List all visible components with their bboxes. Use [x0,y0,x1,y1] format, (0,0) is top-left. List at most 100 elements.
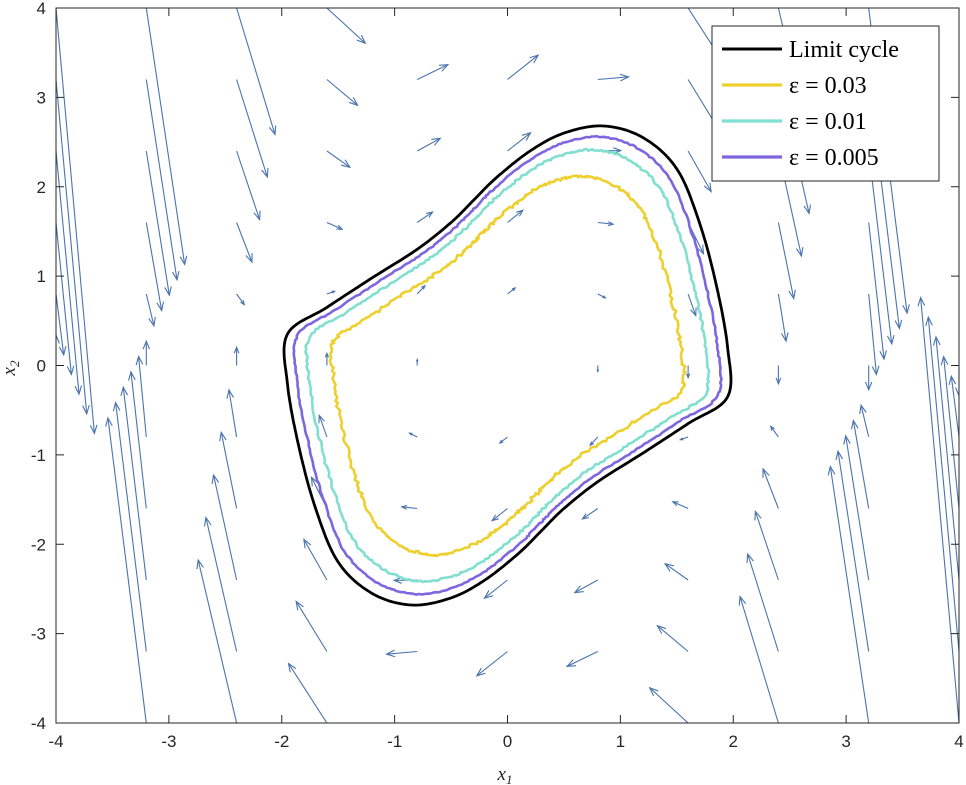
vector-arrow [326,8,367,45]
vector-arrow [498,436,508,444]
vector-arrow [326,221,344,230]
y-tick-label: -4 [31,714,46,733]
vector-arrow [917,296,959,723]
vector-arrow [416,137,442,152]
vector-arrow [581,508,599,520]
vector-arrow [679,436,689,441]
vector-arrow [56,79,90,416]
vector-arrow [775,365,782,386]
vector-arrow [958,294,959,303]
vector-arrow [958,8,959,15]
vector-arrow [738,595,779,723]
vector-arrow [827,465,870,723]
vector-arrow [145,150,172,297]
vector-arrow [865,365,873,392]
vector-arrow [326,79,359,107]
x-tick-label: 0 [503,732,512,751]
series-line-3 [292,134,723,596]
vector-arrow [777,293,789,343]
vector-arrow [56,716,57,723]
vector-arrow [408,432,418,438]
series-line-1 [328,174,687,558]
vector-arrow [326,150,352,169]
vector-arrow [507,8,509,9]
vector-arrow [573,579,599,594]
vector-arrow [868,222,887,361]
y-axis-ticks: -4 -3 -2 -1 0 1 2 3 4 [31,0,959,733]
vector-arrow [416,284,426,295]
x-axis-ticks: -4 -3 -2 -1 0 1 2 3 4 [48,8,964,751]
vector-arrow [958,151,959,159]
vector-arrow [958,79,959,87]
y-tick-label: 1 [37,267,46,286]
x-tick-label: 3 [841,732,850,751]
vector-arrow [56,500,57,509]
vector-arrow [687,150,712,193]
x-tick-label: -4 [48,732,63,751]
vector-arrow [233,345,240,366]
vector-arrow [145,8,188,266]
vector-arrow [400,504,418,510]
vector-arrow [385,649,418,658]
vector-arrow [835,449,870,652]
vector-arrow [56,8,98,435]
y-tick-label: -3 [31,625,46,644]
vector-arrow [56,150,83,396]
vector-arrow [324,351,329,366]
vector-arrow [762,467,779,509]
vector-arrow [236,8,277,136]
vector-arrow [226,388,238,438]
series-line-2 [304,147,711,584]
y-axis-label: x2 [0,360,22,376]
vector-arrow [56,428,57,437]
vector-arrow [940,355,959,509]
vector-arrow [142,339,150,366]
vector-arrow [507,287,517,295]
vector-arrow [416,211,434,223]
vector-arrow [295,600,328,652]
vector-arrow [843,434,870,581]
vector-arrow [769,425,779,438]
vector-arrow [211,473,238,581]
y-tick-label: 0 [37,357,46,376]
vector-arrow [507,131,532,152]
vector-field [56,8,959,723]
x-tick-label: -3 [161,732,176,751]
vector-arrow [746,552,779,652]
vector-arrow [597,293,607,299]
vector-arrow [506,722,508,723]
x-tick-label: 2 [729,732,738,751]
vector-arrow [932,335,959,581]
vector-arrow [236,150,261,221]
vector-arrow [135,355,147,438]
vector-arrow [416,64,450,80]
legend-box [711,25,940,182]
vector-arrow [203,516,238,652]
vector-arrow [597,221,615,227]
vector-arrow [128,370,147,509]
vector-arrow [671,501,689,510]
y-tick-label: -1 [31,446,46,465]
vector-arrow [287,662,328,723]
vector-arrow [859,403,870,438]
vector-arrow [56,333,60,366]
vector-arrow [868,150,895,346]
vector-arrow [56,293,67,357]
vector-arrow [105,416,147,723]
vector-arrow [145,293,156,328]
x-axis-label: x1 [497,764,513,785]
vector-arrow [326,290,336,295]
y-tick-label: 3 [37,88,46,107]
trajectory-curves [282,124,733,607]
series-line-0 [282,124,733,607]
legend-label-2: ε = 0.01 [789,109,867,135]
vector-arrow [948,374,959,438]
vector-arrow [958,222,959,231]
vector-arrow [112,401,147,652]
vector-arrow [955,365,959,398]
x-tick-label: -1 [387,732,402,751]
vector-arrow [777,222,796,301]
vector-arrow [686,365,691,380]
vector-arrow [236,222,253,264]
